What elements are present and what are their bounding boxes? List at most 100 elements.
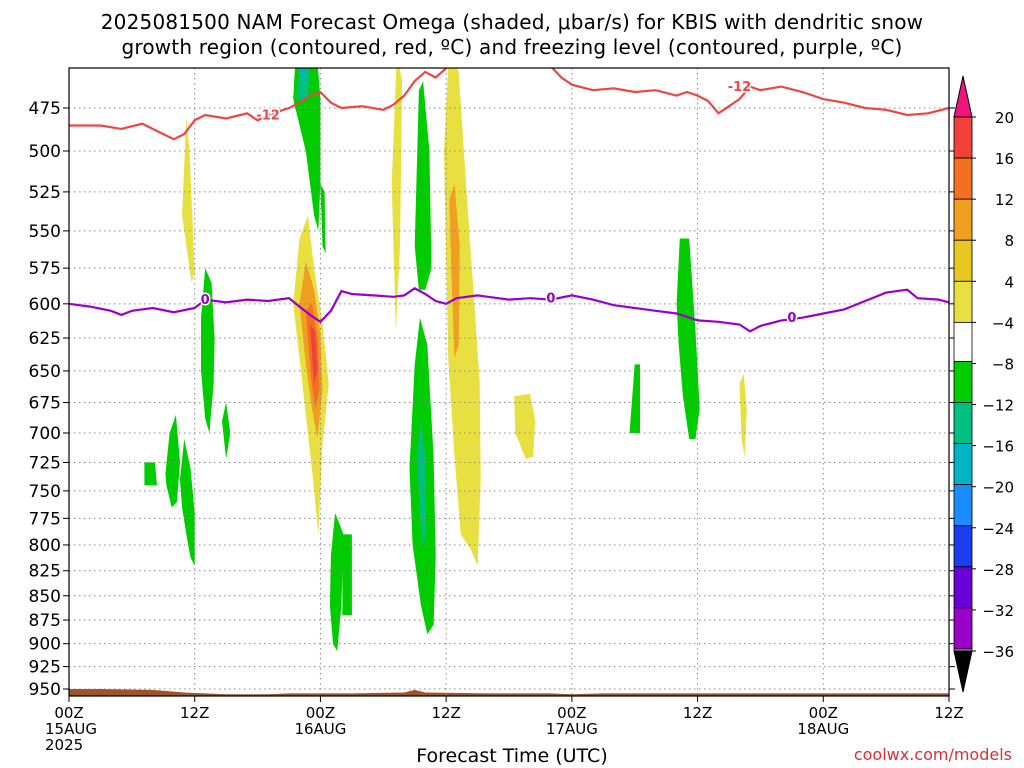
contour-label: 0 [546,292,555,307]
shaded-region-23 [414,81,432,290]
shaded-region-11 [297,68,310,100]
y-tick-label: 475 [29,99,61,119]
y-tick-label: 875 [29,611,61,631]
shaded-region-17 [144,462,157,486]
colorbar: 20 16 12 8 4 −4 −8 −12 −16 −20 −24 −28 −32 −36 [953,75,1014,693]
shaded-region-15 [222,402,231,459]
colorbar-label: −28 [982,561,1014,579]
credit-label[interactable]: coolwx.com/models [853,745,1012,764]
colorbar-label: 16 [995,150,1014,168]
shaded-region-12 [299,68,305,82]
colorbar-segment [953,321,973,362]
y-tick-label: 700 [29,424,61,444]
y-tick-label: 650 [29,362,61,382]
y-tick-label: 675 [29,394,61,414]
shaded-region-9 [739,373,747,457]
shaded-region-16 [165,414,180,508]
colorbar-label: −20 [982,479,1014,497]
shaded-region-4 [310,324,318,384]
colorbar-top-arrow [953,75,973,118]
colorbar-label: −8 [992,355,1014,373]
colorbar-label: 4 [1004,273,1014,291]
colorbar-label: −36 [982,643,1014,661]
y-tick-label: 500 [29,142,61,162]
y-tick-label: 825 [29,562,61,582]
y-tick-label: 900 [29,635,61,655]
colorbar-label: −4 [992,314,1014,332]
contour-line-1 [69,287,949,333]
x-tick-label: 12Z [683,704,712,722]
grid-lines [69,68,949,696]
x-tick-label: 16AUG [294,720,346,738]
colorbar-label: −24 [982,520,1014,538]
x-axis-title: Forecast Time (UTC) [416,745,608,767]
shaded-region-25 [676,238,700,439]
colorbar-segment [953,566,973,609]
y-tick-label: 600 [29,295,61,315]
x-tick-label: 17AUG [546,720,598,738]
colorbar-label: 8 [1004,232,1014,250]
contour-label: -12 [256,109,280,124]
contour-label: 0 [201,293,210,308]
plot-frame [68,67,950,697]
shaded-region-22 [416,421,427,545]
shaded-region-24 [629,364,640,433]
y-tick-label: 850 [29,587,61,607]
colorbar-segment [953,484,973,527]
colorbar-segment [953,239,973,282]
colorbar-label: −12 [982,397,1014,415]
x-tick-label: 12Z [180,704,209,722]
shaded-region-20 [342,534,352,616]
shaded-region-18 [180,439,195,566]
contour-label: -12 [728,80,752,95]
colorbar-segment [953,280,973,323]
x-tick-label: 15AUG [45,720,97,738]
y-tick-label: 725 [29,453,61,473]
x-tick-label: 2025 [45,736,83,754]
x-tick-label: 00Z [557,704,586,722]
colorbar-segment [953,361,973,403]
colorbar-segment [953,116,973,159]
colorbar-segment [953,157,973,200]
shaded-region-6 [444,68,481,566]
colorbar-segment [953,525,973,568]
x-tick-label: 18AUG [797,720,849,738]
y-tick-label: 925 [29,658,61,678]
y-tick-label: 750 [29,482,61,502]
y-axis: 475 500 525 550 575 600 625 650 675 700 725 750 775 8… [29,99,955,700]
y-tick-label: 625 [29,329,61,349]
y-tick-label: 575 [29,259,61,279]
colorbar-segment [953,198,973,241]
x-tick-label: 00Z [306,704,335,722]
chart-title-line-2: growth region (contoured, red, ºC) and f… [121,35,903,59]
colorbar-bottom-arrow [953,650,973,693]
colorbar-segment [953,402,973,444]
colorbar-label: 12 [995,191,1014,209]
shaded-region-8 [514,393,536,459]
colorbar-label: −16 [982,438,1014,456]
shaded-region-7 [449,183,460,358]
shaded-region-5 [391,68,403,332]
contour-line-0 [69,68,949,141]
shaded-region-10 [293,68,321,231]
shaded-region-26 [69,689,949,696]
contour-label: 0 [787,311,796,326]
chart-title-line-1: 2025081500 NAM Forecast Omega (shaded, μ… [100,10,924,34]
contours: -12 -12 0 0 0 [69,68,949,333]
shaded-region-19 [329,512,344,652]
x-tick-label: 00Z [809,704,838,722]
x-tick-label: 00Z [54,704,83,722]
shaded-region-0 [182,116,195,283]
shaded-region-13 [320,183,326,254]
shaded-regions [69,68,949,696]
y-tick-label: 525 [29,183,61,203]
y-tick-label: 800 [29,536,61,556]
y-tick-label: 550 [29,222,61,242]
x-tick-label: 12Z [431,704,460,722]
y-tick-label: 950 [29,680,61,700]
colorbar-label: 20 [995,109,1014,127]
colorbar-label: −32 [982,602,1014,620]
colorbar-segment [953,443,973,486]
